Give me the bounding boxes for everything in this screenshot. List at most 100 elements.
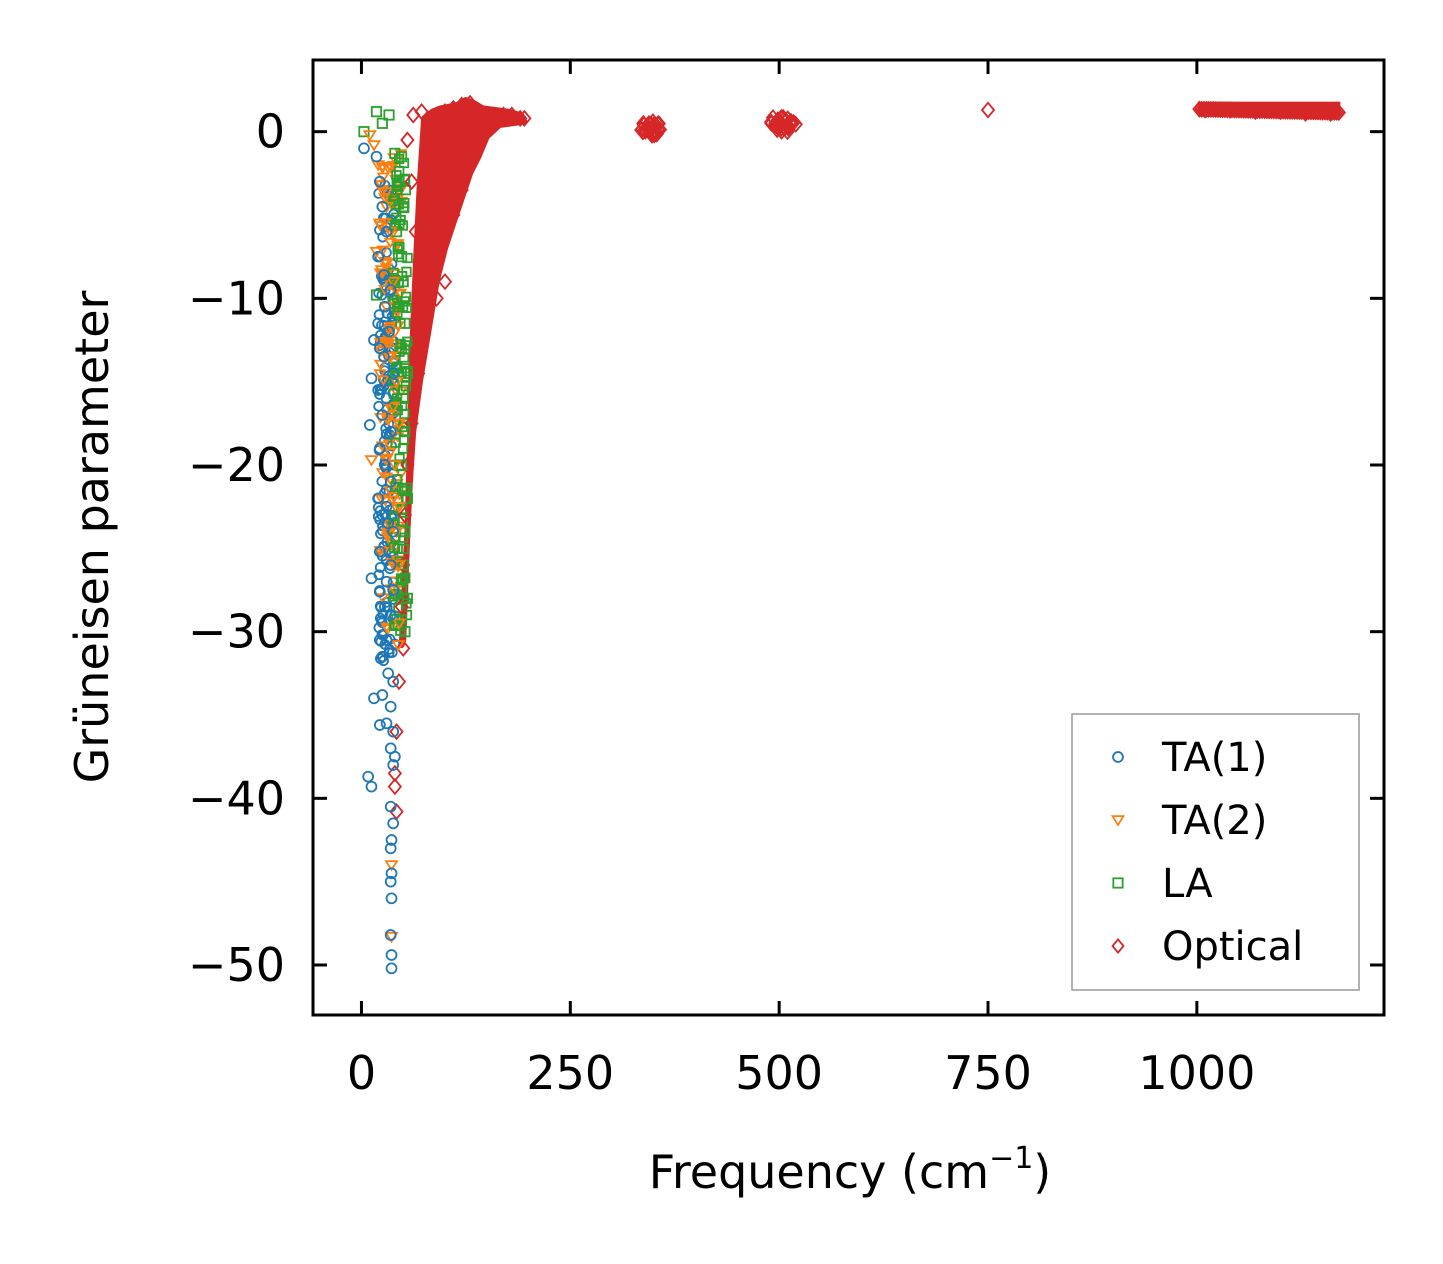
data-point: [395, 342, 408, 354]
legend-item-optical: Optical: [1111, 924, 1303, 970]
data-point: [398, 543, 409, 555]
data-point: [397, 515, 409, 527]
data-point: [391, 501, 407, 514]
x-axis: 0 250 500 750 1000: [347, 60, 1255, 1100]
y-tick-label: −20: [188, 438, 285, 492]
data-point: [421, 256, 436, 274]
data-point: [370, 150, 383, 163]
data-point: [377, 337, 391, 348]
data-point: [363, 419, 376, 431]
x-tick-label: 750: [944, 1046, 1032, 1100]
optical-band-fill: [1197, 101, 1341, 117]
data-point: [383, 448, 397, 459]
legend-frame: [1071, 713, 1360, 991]
data-point: [1248, 103, 1263, 121]
y-tick-label: −10: [188, 271, 285, 325]
data-point: [377, 525, 388, 537]
data-point: [399, 317, 411, 329]
legend-items: TA(1) TA(2) LA Optical: [1110, 735, 1303, 970]
data-point: [414, 103, 429, 121]
plot-area: [358, 94, 1347, 975]
data-point: [385, 962, 398, 975]
x-axis-label-suffix: ): [1033, 1145, 1051, 1199]
data-point: [1298, 104, 1313, 122]
data-point: [479, 106, 494, 124]
data-point: [402, 252, 413, 264]
data-point: [373, 545, 386, 558]
data-point: [411, 364, 426, 382]
data-point: [394, 598, 409, 616]
data-point: [389, 750, 401, 763]
data-point: [384, 475, 397, 488]
data-point: [400, 340, 411, 351]
data-point: [375, 653, 386, 665]
data-point: [372, 384, 385, 396]
data-point: [387, 326, 402, 339]
data-point: [373, 719, 386, 731]
data-point: [384, 700, 397, 713]
series-optical: [387, 94, 1338, 821]
legend-item-la: LA: [1112, 861, 1213, 907]
data-point: [384, 559, 397, 571]
data-point: [421, 114, 436, 132]
data-point: [634, 121, 649, 139]
data-point: [404, 173, 419, 191]
data-point: [385, 834, 398, 846]
data-point: [400, 572, 411, 584]
data-point: [400, 456, 415, 474]
legend-marker: [1110, 815, 1126, 827]
data-point: [471, 103, 486, 121]
data-point: [397, 574, 408, 585]
data-point: [380, 575, 393, 588]
data-point: [391, 673, 407, 691]
data-point: [372, 250, 385, 263]
data-point: [373, 369, 387, 380]
data-point: [397, 201, 409, 213]
data-point: [650, 121, 666, 139]
data-point: [454, 181, 469, 199]
data-point: [504, 106, 519, 124]
data-point: [437, 273, 453, 291]
data-point: [384, 931, 399, 944]
data-point: [372, 317, 385, 330]
data-point: [365, 572, 378, 585]
data-point: [397, 220, 409, 231]
x-tick-label: 1000: [1138, 1046, 1255, 1100]
data-point: [408, 223, 423, 241]
x-tick-label: 0: [347, 1046, 376, 1100]
series-ta1: [358, 142, 401, 975]
data-point: [383, 351, 398, 364]
data-point: [385, 892, 398, 905]
data-point: [391, 418, 407, 430]
data-point: [397, 276, 409, 288]
data-point: [383, 109, 395, 121]
x-axis-label-superscript: −1: [989, 1141, 1033, 1176]
data-point: [384, 860, 399, 872]
data-point: [780, 116, 795, 134]
data-point: [784, 114, 799, 132]
data-point: [387, 525, 400, 538]
legend-label: Optical: [1162, 924, 1303, 970]
data-point: [387, 817, 400, 830]
data-point: [462, 94, 478, 112]
x-tick-label: 500: [735, 1046, 823, 1100]
legend-marker: [1112, 877, 1124, 889]
data-point: [401, 492, 413, 504]
optical-band-0: [1192, 100, 1347, 122]
data-point: [382, 517, 395, 530]
data-point: [384, 609, 397, 621]
data-point: [376, 650, 389, 663]
legend-marker: [1111, 937, 1125, 955]
data-point: [384, 425, 397, 438]
data-point: [385, 949, 398, 961]
legend-label: LA: [1162, 861, 1213, 907]
y-tick-label: −40: [188, 771, 285, 825]
data-point: [401, 367, 413, 379]
data-point: [383, 325, 395, 338]
data-point: [376, 509, 389, 521]
optical-dense-region: [398, 97, 528, 648]
data-point: [374, 224, 385, 236]
data-point: [416, 323, 432, 341]
legend: TA(1) TA(2) LA Optical: [1071, 713, 1360, 991]
